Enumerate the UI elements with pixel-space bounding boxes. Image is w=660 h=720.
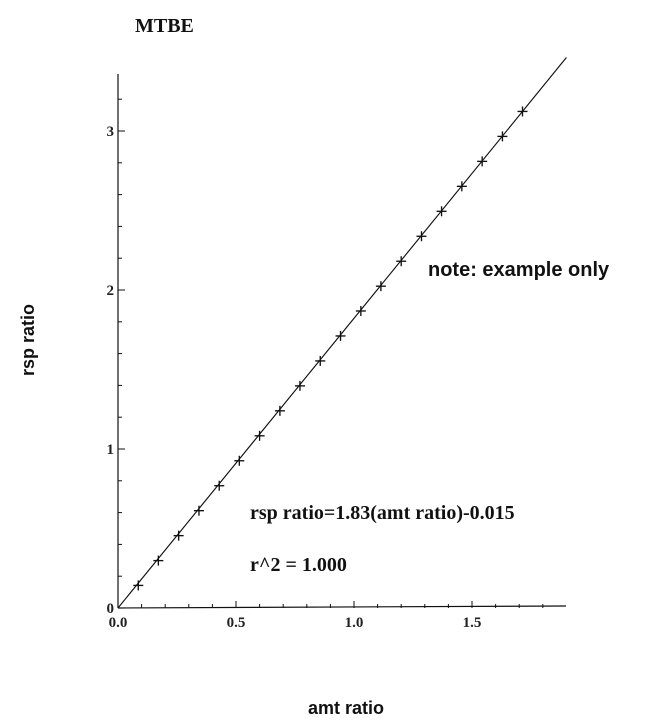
x-axis — [117, 605, 567, 609]
x-tick-label: 1.0 — [345, 615, 364, 631]
data-point — [234, 455, 245, 466]
r-squared: r^2 = 1.000 — [250, 554, 347, 576]
chart-note: note: example only — [428, 259, 610, 281]
data-point — [335, 330, 346, 341]
data-point — [153, 555, 164, 566]
data-point — [477, 156, 488, 167]
data-point — [436, 206, 447, 217]
fit-line — [117, 57, 567, 609]
data-point — [214, 480, 225, 491]
y-tick-label: 2 — [107, 283, 115, 299]
ticks-layer: 0 1 2 3 0.0 0.5 1.0 1.5 — [107, 98, 544, 631]
y-tick-label: 0 — [107, 601, 115, 617]
data-point — [294, 380, 305, 391]
data-point — [355, 305, 366, 316]
y-axis-label: rsp ratio — [18, 304, 38, 376]
x-tick-label: 0.0 — [109, 615, 128, 631]
data-point — [254, 430, 265, 441]
data-point — [193, 505, 204, 516]
data-point — [315, 355, 326, 366]
data-point — [274, 405, 285, 416]
data-point — [456, 181, 467, 192]
data-point — [375, 281, 386, 292]
x-axis-label: amt ratio — [308, 698, 384, 718]
data-point — [396, 256, 407, 267]
points-layer — [133, 106, 528, 591]
data-point — [517, 106, 528, 117]
fit-line-layer — [117, 57, 567, 609]
data-point — [416, 231, 427, 242]
data-point — [497, 131, 508, 142]
fit-equation: rsp ratio=1.83(amt ratio)-0.015 — [250, 502, 515, 524]
y-tick-label: 3 — [107, 124, 115, 140]
x-tick-label: 0.5 — [227, 615, 246, 631]
chart-title: MTBE — [135, 15, 194, 37]
data-point — [133, 580, 144, 591]
y-tick-label: 1 — [107, 442, 115, 458]
x-tick-label: 1.5 — [463, 615, 482, 631]
data-point — [173, 530, 184, 541]
